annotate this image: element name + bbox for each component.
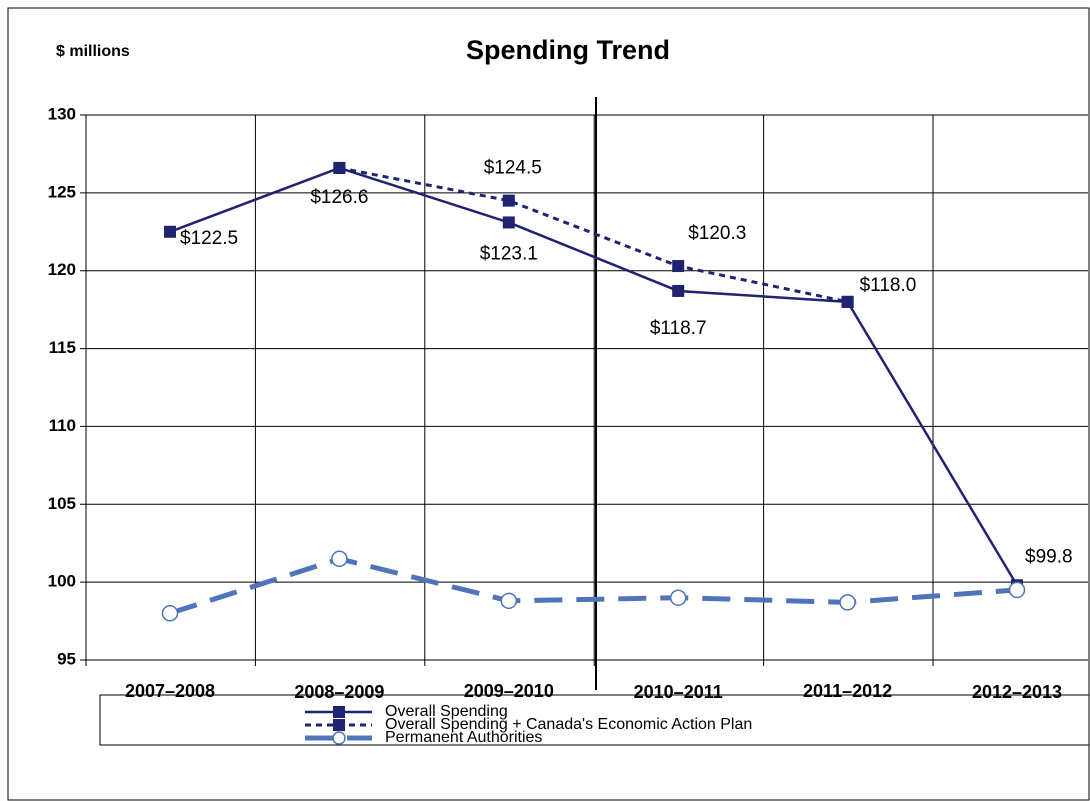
chart-title: Spending Trend xyxy=(466,35,670,65)
legend-marker xyxy=(333,719,345,731)
series-line xyxy=(169,166,1019,586)
point xyxy=(331,550,348,568)
y-tick-label: 110 xyxy=(49,416,76,435)
data-label: $122.5 xyxy=(180,228,238,249)
x-tick-label: 2012–2013 xyxy=(972,682,1062,702)
data-label: $123.1 xyxy=(480,243,538,264)
point xyxy=(841,295,854,308)
legend-label: Overall Spending xyxy=(385,703,508,720)
legend-label: Overall Spending + Canada's Economic Act… xyxy=(385,716,752,733)
data-label: $126.6 xyxy=(310,187,368,208)
series-line xyxy=(339,166,848,304)
data-label: $118.7 xyxy=(650,318,707,339)
point xyxy=(161,605,179,622)
y-tick-label: 125 xyxy=(48,182,76,201)
point xyxy=(502,216,515,229)
point xyxy=(502,194,515,207)
y-tick-label: 120 xyxy=(48,260,76,279)
point xyxy=(164,225,176,238)
point xyxy=(672,284,685,297)
series-line xyxy=(169,556,1018,616)
y-axis-label: $ millions xyxy=(56,43,130,60)
legend-marker xyxy=(333,706,345,718)
y-tick-label: 115 xyxy=(49,338,76,357)
y-tick-label: 100 xyxy=(48,572,76,591)
y-tick-label: 105 xyxy=(48,494,76,513)
point xyxy=(839,594,856,611)
x-tick-label: 2007–2008 xyxy=(125,681,215,701)
x-tick-label: 2010–2011 xyxy=(634,682,723,702)
point xyxy=(333,161,346,174)
point xyxy=(669,589,687,606)
y-tick-label: 130 xyxy=(48,104,76,123)
data-label: $99.8 xyxy=(1025,546,1073,567)
point xyxy=(672,260,685,273)
frame xyxy=(7,7,1090,801)
data-label: $118.0 xyxy=(860,275,917,296)
legend-box xyxy=(99,694,1090,746)
legend-label: Permanent Authorities xyxy=(385,729,542,746)
data-label: $124.5 xyxy=(484,158,542,179)
x-tick-label: 2008–2009 xyxy=(294,682,384,702)
legend-marker xyxy=(332,731,346,745)
point xyxy=(1008,581,1026,599)
data-label: $120.3 xyxy=(688,223,746,244)
x-tick-label: 2009–2010 xyxy=(464,681,554,701)
x-tick-label: 2011–2012 xyxy=(803,681,892,701)
y-tick-label: 95 xyxy=(57,649,76,668)
point xyxy=(500,592,518,610)
